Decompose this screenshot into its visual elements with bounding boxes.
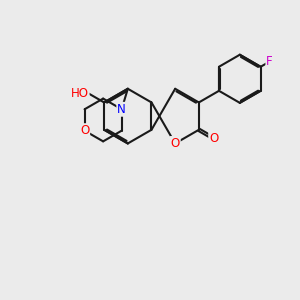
Text: O: O (170, 137, 180, 150)
Text: O: O (209, 132, 218, 145)
Text: F: F (266, 55, 273, 68)
Text: HO: HO (71, 87, 89, 100)
Text: O: O (80, 124, 89, 137)
Text: N: N (117, 103, 126, 116)
